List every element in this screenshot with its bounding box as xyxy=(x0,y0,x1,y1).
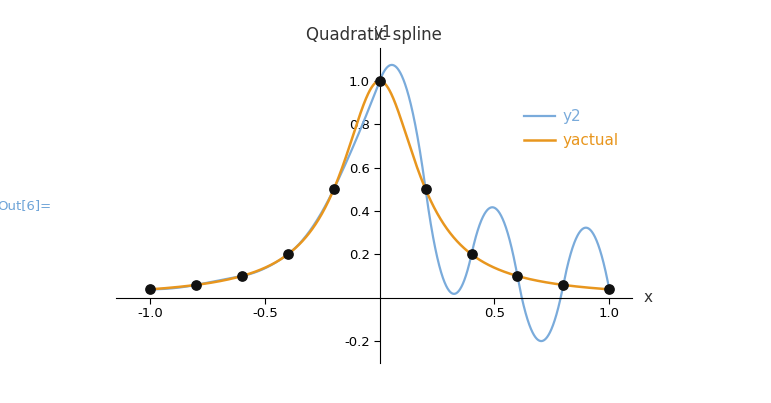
y2 xyxy=(169,286,178,291)
Text: x: x xyxy=(643,290,652,305)
y2 xyxy=(387,62,396,67)
yactual xyxy=(375,79,384,83)
y2 xyxy=(369,95,378,100)
yactual xyxy=(146,287,155,292)
Point xyxy=(603,286,615,293)
Point xyxy=(190,282,202,288)
y2 xyxy=(591,237,601,242)
y2 xyxy=(356,125,365,130)
y2 xyxy=(507,247,517,251)
Point xyxy=(236,273,248,279)
Point xyxy=(144,286,157,293)
Point xyxy=(511,273,524,279)
Point xyxy=(328,186,340,193)
Point xyxy=(557,282,570,288)
y2 xyxy=(604,287,614,292)
Point xyxy=(419,186,432,193)
Text: y1: y1 xyxy=(373,25,392,40)
Text: Out[6]=: Out[6]= xyxy=(0,199,52,212)
y2 xyxy=(592,238,601,243)
yactual xyxy=(169,285,178,290)
yactual xyxy=(356,109,365,114)
Line: y2: y2 xyxy=(150,65,609,341)
Point xyxy=(281,251,294,258)
yactual xyxy=(507,272,517,277)
Point xyxy=(466,251,478,258)
Title: Quadratic spline: Quadratic spline xyxy=(306,26,442,44)
Legend: y2, yactual: y2, yactual xyxy=(518,103,625,154)
yactual xyxy=(604,287,614,292)
yactual xyxy=(591,286,601,291)
yactual xyxy=(369,83,378,87)
Line: yactual: yactual xyxy=(150,81,609,289)
y2 xyxy=(537,339,546,343)
yactual xyxy=(591,286,601,291)
y2 xyxy=(146,287,155,292)
Point xyxy=(373,78,386,84)
